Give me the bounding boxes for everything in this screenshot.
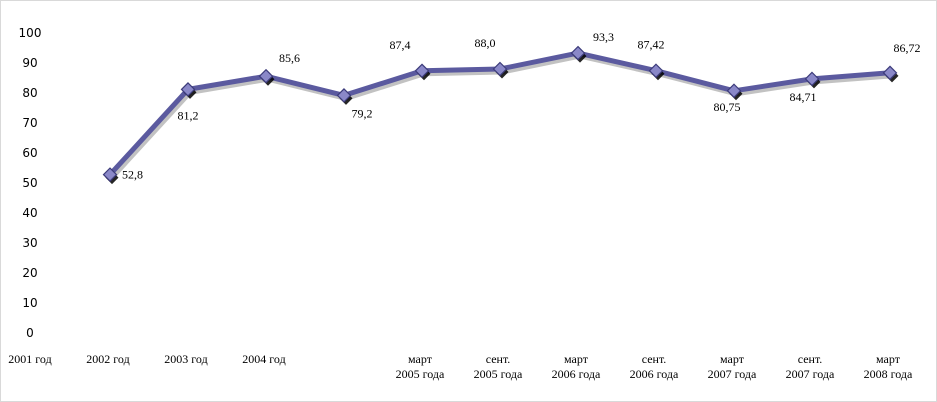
data-label: 80,75: [714, 100, 741, 114]
data-label: 88,0: [475, 36, 496, 50]
data-point: [648, 63, 664, 79]
x-tick-label: 2007 года: [708, 367, 757, 381]
x-tick-label: 2002 год: [86, 352, 129, 366]
x-tick-label: сент.: [642, 352, 667, 366]
x-tick-label: 2006 года: [630, 367, 679, 381]
x-tick-label: 2005 года: [396, 367, 445, 381]
x-tick-label: 2007 года: [786, 367, 835, 381]
data-point: [180, 82, 196, 97]
data-point: [102, 167, 118, 182]
data-point: [882, 65, 898, 81]
y-tick-label: 20: [22, 266, 37, 280]
y-tick-label: 90: [22, 56, 37, 70]
data-point: [570, 45, 586, 61]
data-point: [804, 71, 820, 87]
data-label: 87,42: [638, 38, 665, 52]
series-markers: [102, 45, 899, 185]
y-tick-label: 10: [22, 296, 37, 310]
x-tick-label: 2001 год: [8, 352, 51, 366]
data-labels: 52,8 81,2 85,6 79,2 87,4 88,0 93,3 87,42 80,75 84…: [122, 30, 921, 182]
x-tick-label: 2008 года: [864, 367, 913, 381]
x-tick-label: сент.: [486, 352, 511, 366]
data-point: [726, 83, 742, 99]
x-tick-label: 2004 год: [242, 352, 285, 366]
data-label: 52,8: [122, 168, 143, 182]
x-tick-label: март: [564, 352, 589, 366]
data-label: 86,72: [894, 41, 921, 55]
x-tick-label: 2003 год: [164, 352, 207, 366]
y-tick-label: 30: [22, 236, 37, 250]
data-label: 84,71: [790, 90, 817, 104]
data-point: [336, 88, 352, 103]
x-tick-label: март: [876, 352, 901, 366]
y-tick-label: 0: [26, 326, 34, 340]
data-label: 81,2: [178, 108, 199, 122]
y-tick-label: 50: [22, 176, 37, 190]
data-label: 85,6: [279, 51, 300, 65]
y-tick-label: 70: [22, 116, 37, 130]
x-tick-label: март: [720, 352, 745, 366]
y-tick-label: 60: [22, 146, 37, 160]
data-label: 93,3: [593, 30, 614, 44]
y-tick-label: 100: [19, 26, 42, 40]
y-axis-ticks: 0 10 20 30 40 50 60 70 80 90 100: [19, 26, 42, 340]
data-point: [414, 63, 430, 79]
data-label: 79,2: [352, 106, 373, 120]
x-tick-label: сент.: [798, 352, 823, 366]
x-tick-label: 2005 года: [474, 367, 523, 381]
x-tick-label: 2006 года: [552, 367, 601, 381]
x-tick-label: март: [408, 352, 433, 366]
data-point: [492, 61, 508, 77]
data-point: [258, 68, 274, 84]
y-tick-label: 40: [22, 206, 37, 220]
x-axis-ticks: 2001 год 2002 год 2003 год 2004 год март2005…: [8, 352, 913, 381]
y-tick-label: 80: [22, 86, 37, 100]
data-label: 87,4: [390, 38, 411, 52]
